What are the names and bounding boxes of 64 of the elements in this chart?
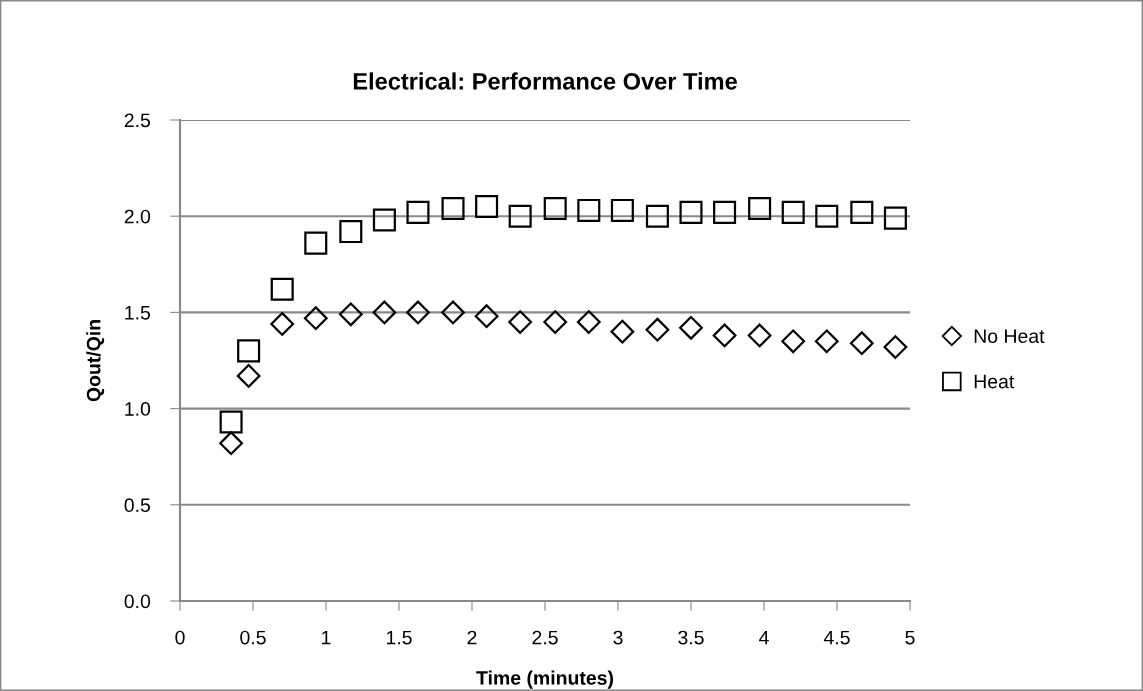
point [303,306,328,331]
point [339,220,363,244]
x-tick-label: 0 [175,630,185,645]
point [712,323,737,348]
point [747,323,772,348]
point [815,204,839,228]
point [474,304,499,329]
point [576,310,601,334]
point [849,331,874,356]
x-axis-title: Time (minutes) [476,670,614,689]
x-tick-label: 2 [467,630,477,645]
point [406,200,430,224]
point [850,200,874,224]
point [543,196,567,221]
x-tick-label: 1.5 [386,630,412,645]
point [270,277,294,301]
point [577,198,601,222]
y-tick-label: 2.0 [124,209,151,224]
point [645,204,669,228]
point [508,310,533,334]
point [406,300,430,325]
point [748,196,772,221]
x-tick-label: 3 [613,630,623,645]
point [883,335,908,359]
x-tick-label: 4.5 [823,630,850,645]
y-tick-label: 1.0 [125,402,151,416]
point [543,310,568,334]
y-axis-title: Qout/Qin [86,320,105,402]
point [781,329,806,354]
point [713,200,737,224]
point [236,363,261,388]
point [270,312,295,336]
x-tick-label: 1 [322,630,331,645]
point [679,200,703,224]
point [679,315,703,340]
point [814,329,839,354]
point [781,200,805,224]
x-tick-label: 4 [759,630,769,645]
x-tick-label: 3.5 [678,630,704,645]
point [372,208,396,232]
point [610,319,635,344]
point [219,431,244,456]
point [304,231,328,255]
point [508,204,532,228]
point [441,300,465,325]
point [475,195,499,219]
point [441,196,465,221]
legend-label: No Heat [974,329,1045,344]
x-tick-label: 5 [905,630,915,645]
x-tick-label: 2.5 [532,630,558,645]
y-tick-label: 0.0 [124,594,151,609]
point [610,198,634,222]
point [883,206,907,230]
point [219,410,243,434]
point [645,317,670,342]
point [237,339,261,363]
y-tick-label: 0.5 [124,498,151,513]
y-tick-label: 2.5 [124,113,151,128]
y-tick-label: 1.5 [125,306,151,320]
point [338,302,363,327]
chart-title: Electrical: Performance Over Time [353,72,737,90]
point [372,300,397,325]
legend-label: Heat [974,374,1015,389]
x-tick-label: 0.5 [240,630,266,645]
